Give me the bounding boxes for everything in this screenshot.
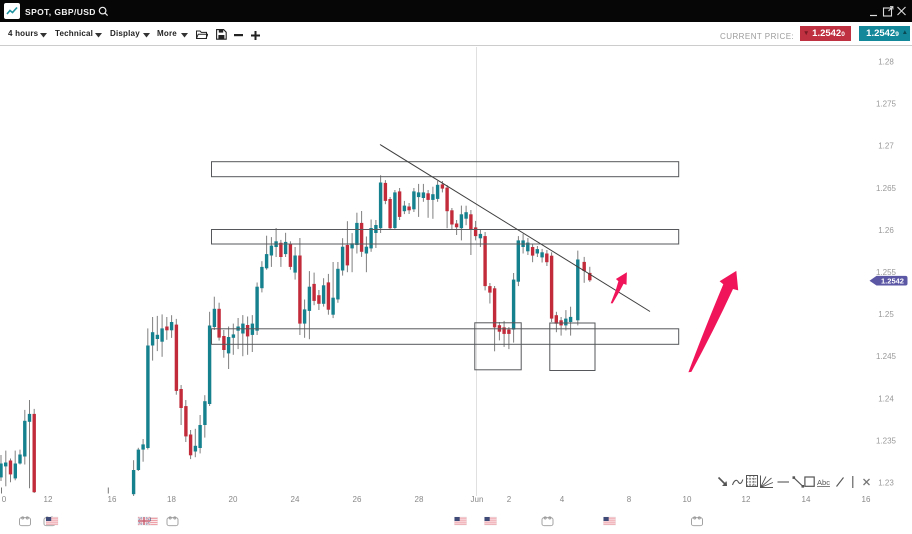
svg-text:14: 14: [802, 495, 811, 504]
svg-text:1.265: 1.265: [876, 184, 897, 193]
svg-text:Jun: Jun: [471, 495, 484, 504]
svg-text:1.235: 1.235: [876, 436, 897, 445]
svg-text:10: 10: [683, 495, 692, 504]
svg-text:1.28: 1.28: [878, 58, 894, 67]
svg-text:20: 20: [229, 495, 238, 504]
svg-text:26: 26: [353, 495, 362, 504]
svg-text:12: 12: [44, 495, 53, 504]
svg-text:8: 8: [627, 495, 632, 504]
svg-text:1.24: 1.24: [878, 394, 894, 403]
svg-text:12: 12: [742, 495, 751, 504]
svg-text:0: 0: [2, 495, 7, 504]
svg-text:1.27: 1.27: [878, 142, 894, 151]
svg-text:16: 16: [108, 495, 117, 504]
svg-text:1.275: 1.275: [876, 100, 897, 109]
svg-text:1.255: 1.255: [876, 268, 897, 277]
svg-text:1.26: 1.26: [878, 226, 894, 235]
svg-text:1.2542: 1.2542: [881, 276, 904, 285]
svg-text:24: 24: [291, 495, 300, 504]
svg-text:2: 2: [507, 495, 512, 504]
svg-text:28: 28: [415, 495, 424, 504]
svg-text:18: 18: [167, 495, 176, 504]
svg-text:1.245: 1.245: [876, 352, 897, 361]
svg-text:4: 4: [560, 495, 565, 504]
svg-text:Abc: Abc: [817, 478, 830, 487]
svg-text:16: 16: [862, 495, 871, 504]
svg-text:1.23: 1.23: [878, 479, 894, 488]
svg-text:1.25: 1.25: [878, 310, 894, 319]
